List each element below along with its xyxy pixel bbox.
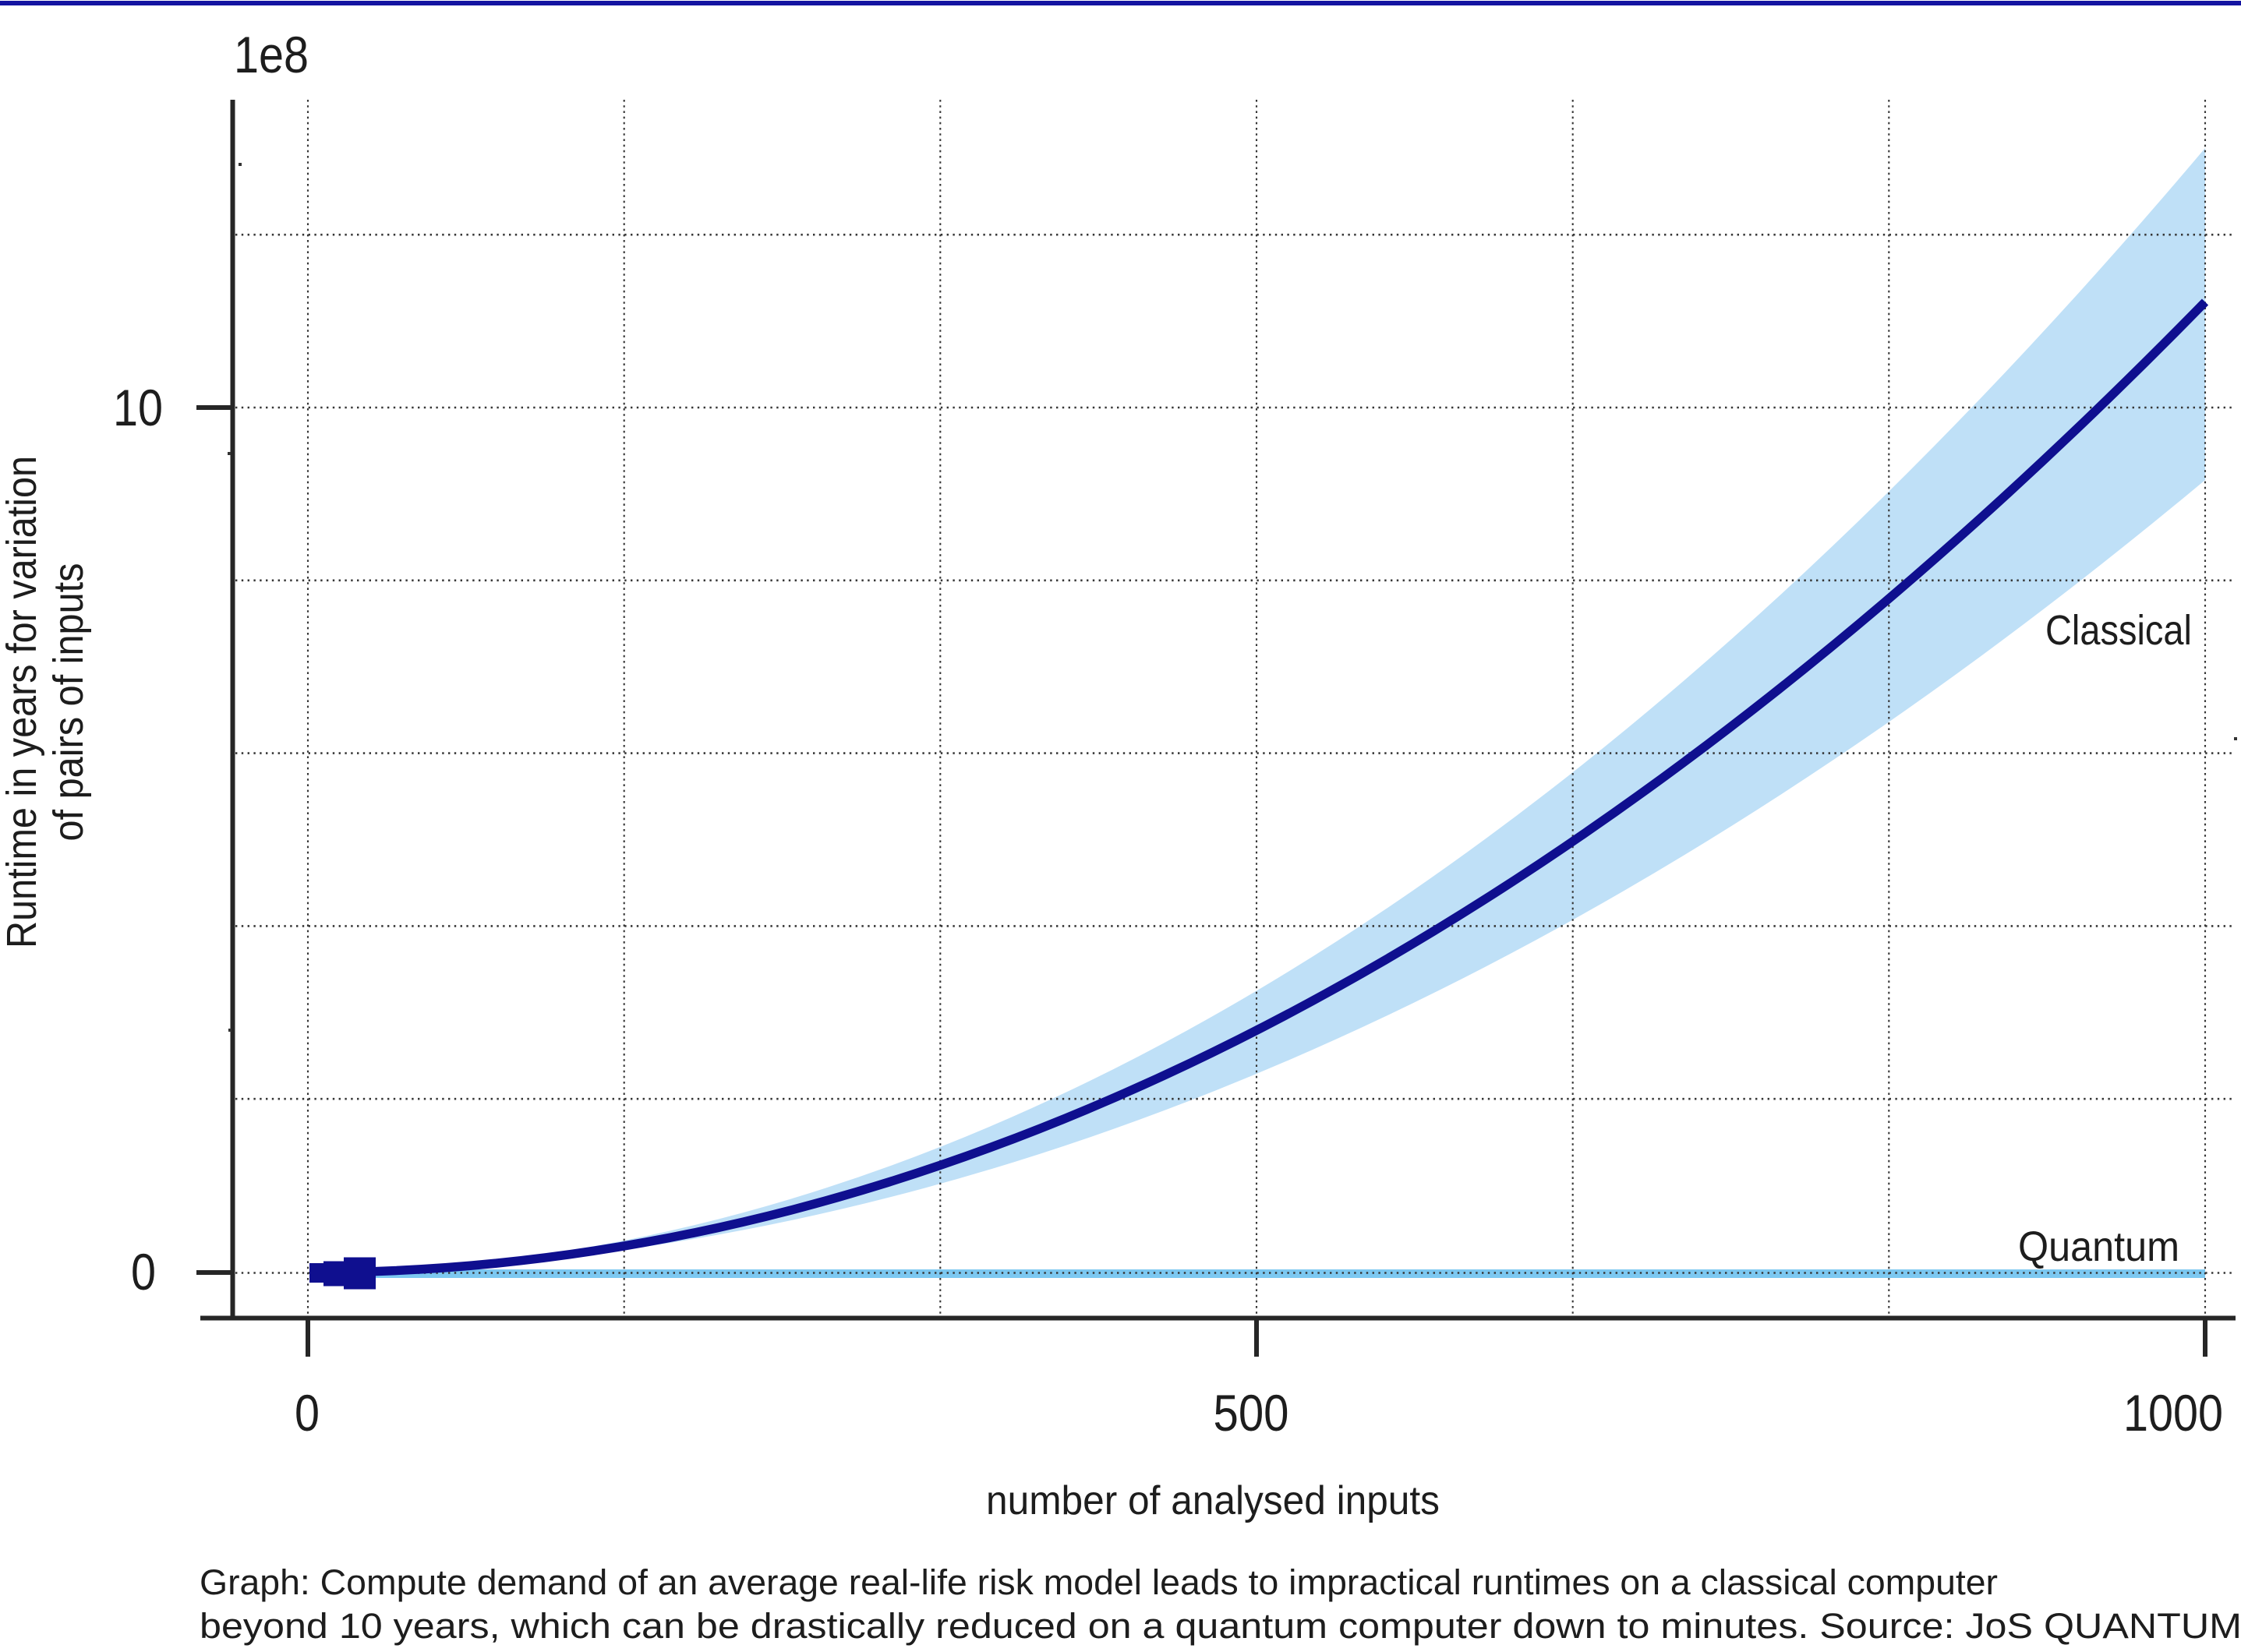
svg-text:Graph: Compute demand of an av: Graph: Compute demand of an average real…: [200, 1562, 1998, 1602]
svg-text:Runtime in years for variation: Runtime in years for variation: [0, 456, 45, 948]
svg-text:1000: 1000: [2123, 1384, 2223, 1442]
svg-text:500: 500: [1214, 1384, 1289, 1442]
svg-text:beyond 10 years, which can be: beyond 10 years, which can be drasticall…: [200, 1606, 2241, 1646]
svg-text:0: 0: [295, 1384, 320, 1442]
svg-text:number of analysed inputs: number of analysed inputs: [986, 1478, 1440, 1523]
svg-text:Quantum: Quantum: [2018, 1223, 2179, 1270]
svg-text:of pairs of inputs: of pairs of inputs: [45, 563, 92, 842]
svg-text:0: 0: [131, 1243, 156, 1301]
svg-text:10: 10: [113, 379, 163, 436]
svg-text:Classical: Classical: [2045, 607, 2192, 654]
svg-text:1e8: 1e8: [234, 26, 309, 83]
